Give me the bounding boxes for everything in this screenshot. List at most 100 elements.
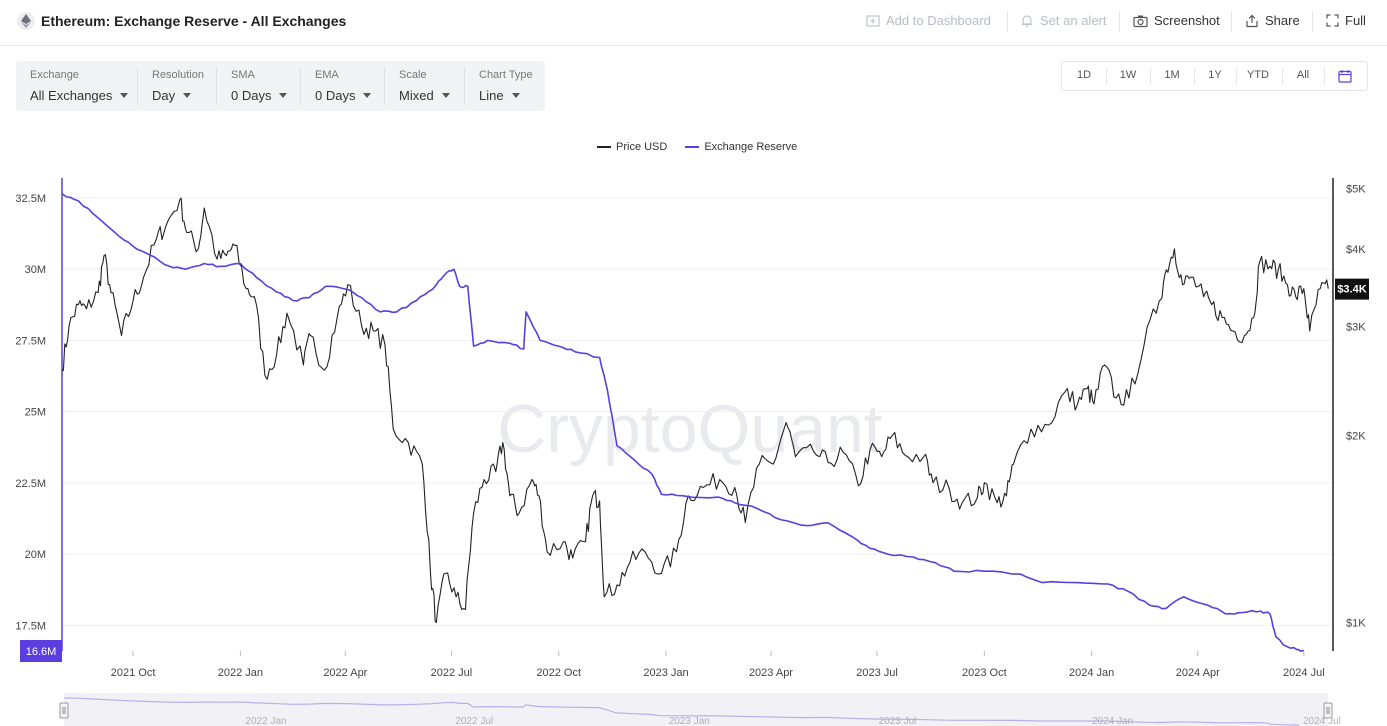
filter-divider: [384, 67, 385, 105]
add-to-dashboard-label: Add to Dashboard: [886, 13, 991, 28]
range-navigator[interactable]: 2022 Jan 2022 Jul 2023 Jan 2023 Jul 2024 Jan…: [59, 693, 1341, 726]
range-1y-button[interactable]: 1Y: [1208, 69, 1222, 81]
x-tick-label: 2024 Jan: [1069, 667, 1114, 679]
header-divider: [1007, 12, 1008, 32]
left-tick-label: 22.5M: [15, 478, 46, 490]
fullscreen-button[interactable]: Full: [1326, 13, 1366, 28]
current-reserve-label: 16.6M: [26, 646, 57, 658]
left-tick-label: 32.5M: [15, 193, 46, 205]
chart-type-value: Line: [479, 88, 504, 103]
header-divider: [1231, 12, 1232, 32]
range-ytd-button[interactable]: YTD: [1247, 69, 1269, 81]
ema-select[interactable]: EMA 0 Days: [301, 61, 384, 111]
filter-divider: [464, 67, 465, 105]
current-value-markers: 16.6M $3.4K: [20, 278, 1369, 662]
caret-down-icon: [441, 93, 450, 98]
x-tick-label: 2022 Jan: [218, 667, 263, 679]
legend-label-price: Price USD: [616, 141, 668, 153]
screenshot-button[interactable]: Screenshot: [1133, 13, 1220, 28]
scale-select[interactable]: Scale Mixed: [385, 61, 464, 111]
range-1d-button[interactable]: 1D: [1076, 69, 1092, 81]
bell-icon: [1022, 14, 1032, 27]
range-divider: [1236, 68, 1237, 85]
right-tick-label: $3K: [1346, 321, 1366, 333]
legend-item-reserve[interactable]: Exchange Reserve: [685, 141, 797, 153]
exchange-reserve-line: [61, 193, 1305, 652]
ethereum-icon: [17, 12, 35, 30]
right-tick-label: $5K: [1346, 184, 1366, 196]
navigator-right-handle: [1323, 702, 1333, 719]
caret-down-icon: [183, 93, 192, 98]
navigator-tick-label: 2024 Jul: [1303, 716, 1341, 726]
sma-value: 0 Days: [231, 88, 272, 103]
x-tick-label: 2023 Apr: [749, 667, 793, 679]
left-tick-label: 27.5M: [15, 335, 46, 347]
range-all-button[interactable]: All: [1296, 69, 1310, 81]
range-1m-button[interactable]: 1M: [1164, 69, 1180, 81]
left-tick-label: 25M: [25, 407, 46, 419]
dashboard-plus-icon: [866, 14, 880, 27]
filter-divider: [216, 67, 217, 105]
right-axis: $1K $2K $3K $4K $5K: [1332, 178, 1366, 651]
navigator-tick-label: 2023 Jan: [669, 716, 710, 726]
scale-value: Mixed: [399, 88, 434, 103]
right-tick-label: $1K: [1346, 618, 1366, 630]
current-price-label: $3.4K: [1337, 284, 1366, 296]
legend-item-price[interactable]: Price USD: [597, 141, 667, 153]
legend-swatch-price: [597, 146, 611, 148]
screenshot-label: Screenshot: [1154, 13, 1220, 28]
exchange-value: All Exchanges: [30, 88, 113, 103]
navigator-tick-label: 2023 Jul: [879, 716, 917, 726]
legend-swatch-reserve: [685, 146, 700, 148]
range-divider: [1324, 68, 1325, 85]
gridlines: [62, 197, 1333, 626]
header-divider: [1119, 12, 1120, 32]
share-icon: [1246, 14, 1258, 27]
resolution-value: Day: [152, 88, 176, 103]
range-divider: [1150, 68, 1151, 85]
set-alert-label: Set an alert: [1040, 13, 1107, 28]
chart-type-label: Chart Type: [479, 69, 533, 81]
resolution-select[interactable]: Resolution Day: [138, 61, 216, 111]
chart-type-select[interactable]: Chart Type Line: [465, 61, 545, 111]
sma-select[interactable]: SMA 0 Days: [217, 61, 300, 111]
set-alert-button[interactable]: Set an alert: [1020, 13, 1107, 28]
header-bar: Ethereum: Exchange Reserve - All Exchang…: [0, 0, 1387, 46]
navigator-tick-label: 2022 Jul: [455, 716, 493, 726]
x-tick-label: 2024 Jul: [1283, 667, 1325, 679]
x-tick-label: 2022 Apr: [323, 667, 367, 679]
caret-down-icon: [120, 93, 129, 98]
exchange-select[interactable]: Exchange All Exchanges: [16, 61, 137, 111]
resolution-label: Resolution: [152, 69, 204, 81]
caret-down-icon: [279, 93, 288, 98]
share-button[interactable]: Share: [1245, 13, 1300, 28]
navigator-left-handle: [59, 702, 69, 719]
x-tick-label: 2023 Jan: [643, 667, 688, 679]
left-tick-label: 17.5M: [15, 620, 46, 632]
left-axis: 17.5M 20M 22.5M 25M 27.5M 30M 32.5M: [15, 178, 63, 651]
camera-icon: [1133, 15, 1148, 27]
fullscreen-label: Full: [1345, 13, 1366, 28]
page-title: Ethereum: Exchange Reserve - All Exchang…: [41, 13, 347, 29]
navigator-tick-label: 2024 Jan: [1092, 716, 1133, 726]
range-divider: [1106, 68, 1107, 85]
navigator-line: [63, 697, 1300, 726]
right-tick-label: $2K: [1346, 431, 1366, 443]
x-axis: 2021 Oct 2022 Jan 2022 Apr 2022 Jul 2022 Oct…: [111, 651, 1325, 679]
exchange-label: Exchange: [30, 69, 79, 81]
range-divider: [1194, 68, 1195, 85]
share-label: Share: [1265, 13, 1300, 28]
add-to-dashboard-button[interactable]: Add to Dashboard: [866, 13, 991, 28]
navigator-tick-label: 2022 Jan: [245, 716, 286, 726]
calendar-icon[interactable]: [1338, 69, 1352, 88]
x-tick-label: 2022 Oct: [536, 667, 581, 679]
range-divider: [1282, 68, 1283, 85]
right-tick-label: $4K: [1346, 244, 1366, 256]
price-line: [61, 197, 1329, 624]
range-1w-button[interactable]: 1W: [1119, 69, 1137, 81]
left-tick-label: 20M: [25, 549, 46, 561]
legend-label-reserve: Exchange Reserve: [704, 141, 798, 153]
caret-down-icon: [363, 93, 372, 98]
x-tick-label: 2023 Oct: [962, 667, 1007, 679]
watermark: CryptoQuant: [497, 391, 883, 467]
